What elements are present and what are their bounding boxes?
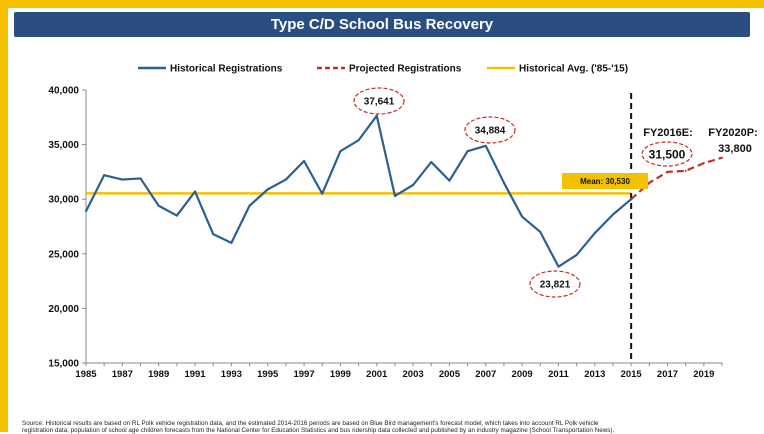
y-tick-label: 20,000 [48, 304, 79, 315]
projected-point [630, 198, 633, 201]
y-tick-label: 35,000 [48, 140, 79, 151]
historical-point [502, 181, 505, 184]
x-tick-label: 2015 [621, 369, 643, 380]
projected-point [721, 156, 723, 159]
fy2016-label: FY2016E: [643, 127, 693, 139]
x-tick-label: 1987 [112, 369, 133, 380]
projected-point [684, 169, 687, 172]
y-tick-label: 40,000 [48, 86, 79, 97]
historical-point [248, 204, 251, 207]
title-banner: Type C/D School Bus Recovery [14, 12, 750, 37]
source-line-1: Source: Historical results are based on … [22, 420, 599, 427]
y-tick-label: 30,000 [48, 195, 79, 206]
historical-point [393, 194, 396, 197]
historical-point [412, 184, 415, 187]
x-tick-label: 2019 [693, 369, 714, 380]
x-tick-label: 2013 [584, 369, 605, 380]
historical-point [339, 150, 342, 153]
historical-point [85, 210, 87, 213]
historical-point [303, 159, 306, 162]
chart-area: 15,000 20,000 25,000 30,000 35,000 40,000 1985… [48, 64, 758, 381]
fy2020-label: FY2020P: [708, 127, 758, 139]
annotation-peak-2001-ellipse [353, 87, 405, 115]
historical-point [139, 177, 142, 180]
historical-point [611, 213, 614, 216]
historical-point [230, 241, 233, 244]
x-tick-label: 1999 [330, 369, 351, 380]
historical-point [266, 188, 269, 191]
historical-point [448, 179, 451, 182]
fy2016-value-ellipse [641, 141, 693, 167]
left-frame-bar [0, 0, 8, 432]
historical-point [557, 265, 560, 268]
historical-point [212, 233, 215, 236]
x-tick-label: 2003 [403, 369, 424, 380]
mean-callout-label: Mean: 30,530 [580, 177, 630, 186]
legend-average-label: Historical Avg. ('85-'15) [519, 64, 628, 75]
y-tick-label: 15,000 [48, 359, 79, 370]
historical-point [121, 178, 124, 181]
x-tick-label: 2001 [366, 369, 388, 380]
x-tick-label: 2005 [439, 369, 461, 380]
historical-point [157, 204, 160, 207]
historical-point [593, 232, 596, 235]
x-tick-label: 1985 [75, 369, 97, 380]
x-tick-label: 2007 [475, 369, 496, 380]
source-note: Source: Historical results are based on … [22, 420, 758, 434]
historical-point [539, 230, 542, 233]
projected-point [648, 181, 651, 184]
x-tick-label: 1995 [257, 369, 279, 380]
projected-point [702, 162, 705, 165]
historical-point [430, 161, 433, 164]
x-tick-label: 2009 [512, 369, 533, 380]
annotation-peak-2007-ellipse [464, 116, 516, 144]
y-tick-label: 25,000 [48, 249, 79, 260]
historical-point [575, 253, 578, 256]
source-line-2: registration data, population of school … [22, 427, 615, 434]
historical-point [375, 114, 378, 117]
historical-point [175, 214, 178, 217]
historical-point [284, 178, 287, 181]
top-frame-bar [0, 0, 764, 8]
historical-point [521, 215, 524, 218]
projected-point [666, 170, 669, 173]
annotation-peak-2007-label: 34,884 [475, 126, 506, 137]
x-tick-label: 2011 [548, 369, 569, 380]
x-tick-label: 1991 [184, 369, 206, 380]
historical-point [466, 150, 469, 153]
historical-registrations-line [85, 114, 632, 268]
chart-title: Type C/D School Bus Recovery [270, 16, 494, 33]
historical-point [103, 174, 106, 177]
annotation-low-2011-ellipse [529, 270, 581, 298]
legend-historical-label: Historical Registrations [170, 64, 283, 75]
x-tick-label: 2017 [657, 369, 678, 380]
mean-callout-box [562, 173, 648, 189]
x-tick-label: 1997 [293, 369, 314, 380]
x-tick-label: 1989 [148, 369, 169, 380]
fy2016-value-label: 31,500 [649, 147, 686, 161]
annotation-low-2011-label: 23,821 [540, 280, 571, 291]
legend-projected-label: Projected Registrations [349, 64, 462, 75]
historical-point [194, 190, 197, 193]
fy2020-value-label: 33,800 [718, 143, 752, 155]
historical-point [357, 139, 360, 142]
x-tick-label: 1993 [221, 369, 242, 380]
annotation-peak-2001-label: 37,641 [364, 97, 395, 108]
historical-point [321, 192, 324, 195]
historical-point [484, 144, 487, 147]
